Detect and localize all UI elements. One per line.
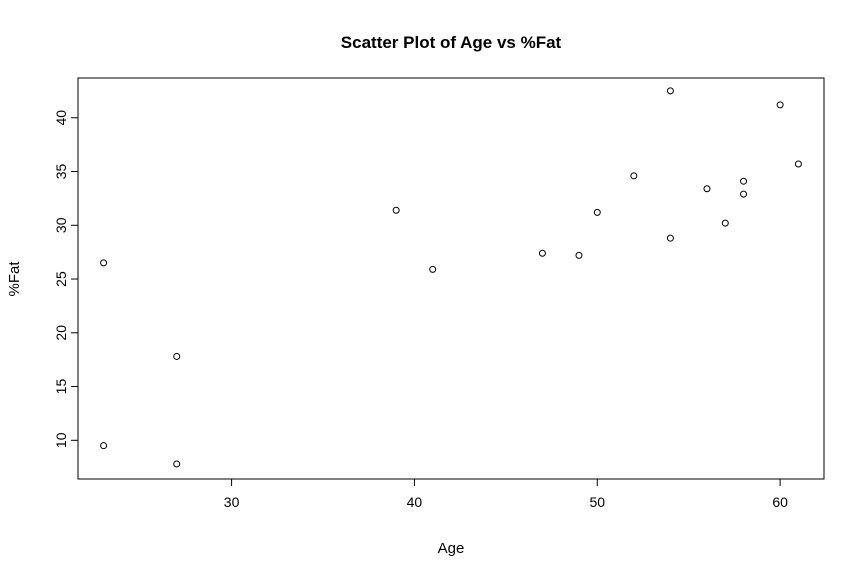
data-point — [794, 160, 802, 168]
data-point — [703, 185, 711, 193]
data-point — [100, 259, 108, 267]
y-axis: 10 15 20 25 30 35 40 — [53, 110, 78, 448]
data-point — [538, 249, 546, 257]
data-point — [392, 206, 400, 214]
y-tick-label: 10 — [53, 432, 69, 448]
y-tick-label: 30 — [53, 217, 69, 233]
data-point — [666, 234, 674, 242]
y-tick-label: 40 — [53, 110, 69, 126]
data-point — [630, 172, 638, 180]
data-point — [666, 87, 674, 95]
x-axis-label: Age — [438, 540, 465, 557]
x-tick-label: 40 — [407, 494, 423, 510]
data-point — [575, 251, 583, 259]
chart-title: Scatter Plot of Age vs %Fat — [341, 33, 562, 52]
y-tick-label: 35 — [53, 164, 69, 180]
plot-frame — [77, 77, 825, 480]
data-points — [100, 87, 802, 468]
x-tick-label: 30 — [224, 494, 240, 510]
y-tick-label: 20 — [53, 325, 69, 341]
data-point — [173, 460, 181, 468]
y-tick-label: 25 — [53, 271, 69, 287]
data-point — [740, 190, 748, 198]
data-point — [429, 265, 437, 273]
y-tick-label: 15 — [53, 379, 69, 395]
data-point — [173, 352, 181, 360]
x-axis: 30 40 50 60 — [224, 479, 788, 510]
y-axis-label: %Fat — [6, 261, 23, 297]
data-point — [721, 219, 729, 227]
data-point — [740, 177, 748, 185]
data-point — [776, 101, 784, 109]
x-tick-label: 50 — [589, 494, 605, 510]
data-point — [593, 208, 601, 216]
x-tick-label: 60 — [772, 494, 788, 510]
data-point — [100, 442, 108, 450]
